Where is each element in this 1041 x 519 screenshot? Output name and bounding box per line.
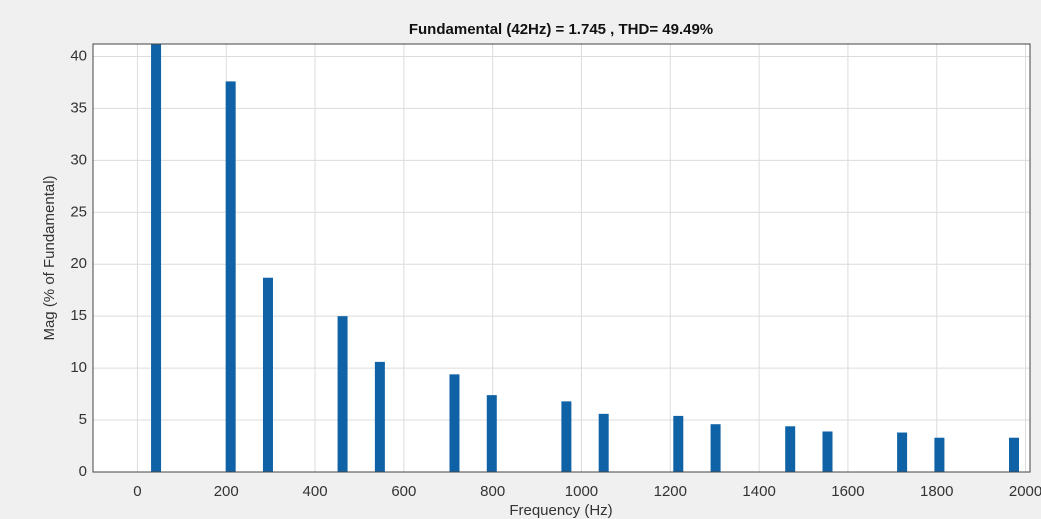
x-tick-label: 1400 bbox=[742, 483, 775, 500]
bar bbox=[486, 395, 497, 472]
y-tick-label: 25 bbox=[70, 203, 87, 220]
x-tick-label: 600 bbox=[391, 483, 416, 500]
plot-area bbox=[93, 44, 1030, 472]
x-tick-label: 2000 bbox=[1009, 483, 1041, 500]
bar bbox=[934, 437, 945, 472]
chart-title: Fundamental (42Hz) = 1.745 , THD= 49.49% bbox=[409, 21, 713, 38]
bar bbox=[262, 277, 273, 472]
x-tick-label: 1000 bbox=[565, 483, 598, 500]
y-tick-label: 15 bbox=[70, 307, 87, 324]
plot-frame bbox=[92, 43, 1031, 473]
x-tick-label: 800 bbox=[480, 483, 505, 500]
x-tick-label: 400 bbox=[303, 483, 328, 500]
bar bbox=[673, 415, 684, 472]
bar bbox=[449, 374, 460, 472]
bar bbox=[1009, 437, 1020, 472]
bar bbox=[598, 413, 609, 472]
y-tick-label: 5 bbox=[79, 411, 87, 428]
x-tick-label: 1200 bbox=[654, 483, 687, 500]
y-tick-label: 20 bbox=[70, 255, 87, 272]
bar bbox=[785, 426, 796, 472]
y-tick-label: 10 bbox=[70, 359, 87, 376]
y-tick-label: 40 bbox=[70, 47, 87, 64]
bar bbox=[897, 432, 908, 472]
bars bbox=[151, 44, 1020, 472]
y-tick-label: 35 bbox=[70, 99, 87, 116]
bar bbox=[822, 431, 833, 472]
bar bbox=[337, 316, 348, 472]
bar bbox=[561, 401, 572, 472]
bar bbox=[374, 361, 385, 472]
x-tick-label: 200 bbox=[214, 483, 239, 500]
bar bbox=[151, 44, 162, 472]
y-axis-label: Mag (% of Fundamental) bbox=[41, 175, 58, 340]
y-tick-label: 30 bbox=[70, 151, 87, 168]
bar bbox=[710, 424, 721, 472]
x-tick-label: 1600 bbox=[831, 483, 864, 500]
y-tick-label: 0 bbox=[79, 463, 87, 480]
x-axis-label: Frequency (Hz) bbox=[509, 502, 612, 519]
bar bbox=[225, 81, 236, 472]
x-tick-label: 0 bbox=[133, 483, 141, 500]
x-tick-label: 1800 bbox=[920, 483, 953, 500]
